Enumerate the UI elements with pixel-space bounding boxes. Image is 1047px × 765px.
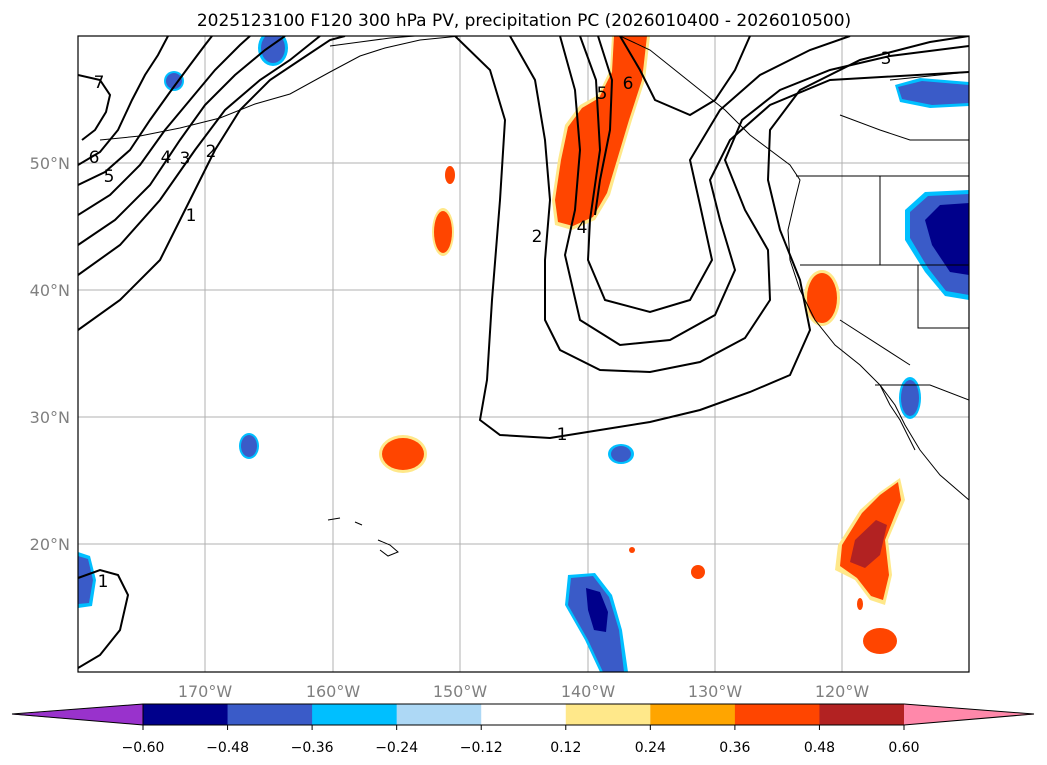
pv-label: 2 bbox=[206, 142, 217, 162]
lon-label-140w: 140°W bbox=[561, 682, 616, 701]
pv-label: 6 bbox=[89, 148, 100, 168]
colorbar-tick-label: 0.48 bbox=[804, 740, 835, 756]
pv-contour-3-west bbox=[78, 36, 286, 246]
map-panel: 7 6 5 4 3 2 1 2 5 4 6 1 3 1 bbox=[77, 35, 970, 673]
pv-contour-6-west bbox=[78, 36, 169, 166]
precip-patch-c bbox=[382, 438, 424, 470]
precip-band-south-core bbox=[850, 520, 887, 568]
lon-label-170w: 170°W bbox=[178, 682, 233, 701]
precip-neg-west bbox=[78, 556, 93, 604]
border-nevada bbox=[917, 265, 969, 329]
coast-aleutians bbox=[99, 36, 461, 141]
precip-neg-d-core bbox=[586, 588, 608, 632]
pv-label: 7 bbox=[94, 73, 105, 93]
pv-contour-7-west bbox=[78, 74, 112, 141]
precip-neg-b bbox=[241, 435, 257, 457]
lat-label-40n: 40°N bbox=[30, 281, 70, 300]
colorbar-segment bbox=[396, 704, 482, 725]
pv-label: 5 bbox=[597, 84, 608, 104]
pv-contour-6-east bbox=[619, 36, 751, 117]
precip-patch-a bbox=[434, 211, 452, 253]
colorbar-tick-label: 0.36 bbox=[719, 740, 750, 756]
longitude-labels: 170°W 160°W 150°W 140°W 130°W 120°W bbox=[178, 682, 870, 701]
lon-label-160w: 160°W bbox=[306, 682, 361, 701]
precip-patch-d bbox=[863, 628, 897, 654]
colorbar-segment bbox=[481, 704, 567, 725]
lat-label-20n: 20°N bbox=[30, 535, 70, 554]
precip-patch-e bbox=[691, 565, 705, 579]
colorbar-tick-label: 0.60 bbox=[888, 740, 919, 756]
colorbar-tick-label: −0.48 bbox=[206, 740, 249, 756]
colorbar-tick-label: −0.60 bbox=[122, 740, 165, 756]
precip-patch-b bbox=[445, 166, 455, 184]
precip-neg-baja bbox=[901, 380, 919, 416]
lat-label-30n: 30°N bbox=[30, 408, 70, 427]
precip-patch-california bbox=[807, 273, 837, 323]
colorbar-segment bbox=[565, 704, 651, 725]
pv-label: 3 bbox=[180, 149, 191, 169]
colorbar-tick-label: 0.12 bbox=[550, 740, 581, 756]
pv-label: 1 bbox=[186, 206, 197, 226]
lon-label-150w: 150°W bbox=[433, 682, 488, 701]
precip-patch-g bbox=[629, 547, 635, 553]
colorbar-segment bbox=[819, 704, 905, 725]
colorbar-segment bbox=[312, 704, 398, 725]
pv-contour-2-east bbox=[509, 36, 969, 374]
colorbar-tick-label: −0.36 bbox=[291, 740, 334, 756]
coast-west bbox=[619, 36, 969, 501]
pv-label: 6 bbox=[623, 74, 634, 94]
colorbar-ticks: −0.60 −0.48 −0.36 −0.24 −0.12 0.12 0.24 0.36 0.4… bbox=[122, 725, 920, 756]
colorbar-extend-high bbox=[904, 704, 1034, 725]
precip-neg-c bbox=[611, 446, 631, 462]
coast-alaska-south bbox=[329, 36, 416, 47]
border-us-mexico bbox=[875, 384, 969, 401]
pv-label: 5 bbox=[104, 167, 115, 187]
pv-contour-3-east bbox=[559, 36, 969, 347]
colorbar-tick-label: −0.24 bbox=[375, 740, 418, 756]
pv-contour-labels: 7 6 5 4 3 2 1 2 5 4 6 1 3 1 bbox=[89, 49, 892, 592]
pv-label: 4 bbox=[577, 218, 588, 238]
pv-contour-1-east bbox=[454, 36, 969, 440]
pv-label: 1 bbox=[557, 425, 568, 445]
lon-label-120w: 120°W bbox=[815, 682, 870, 701]
pv-label: 1 bbox=[98, 572, 109, 592]
pv-label: 4 bbox=[161, 148, 172, 168]
pv-contour-4-east bbox=[579, 36, 851, 314]
colorbar-segment bbox=[143, 704, 229, 725]
colorbar: −0.60 −0.48 −0.36 −0.24 −0.12 0.12 0.24 0.36 0.4… bbox=[11, 703, 1035, 756]
colorbar-segment bbox=[227, 704, 313, 725]
colorbar-tick-label: 0.24 bbox=[635, 740, 666, 756]
pv-contour-5-east bbox=[594, 36, 614, 216]
precip-neg-canada bbox=[898, 81, 969, 105]
colorbar-segment bbox=[734, 704, 820, 725]
pv-contours bbox=[78, 36, 969, 669]
colorbar-extend-low bbox=[12, 704, 143, 725]
lon-label-130w: 130°W bbox=[688, 682, 743, 701]
coast-hawaii bbox=[327, 517, 399, 557]
pv-contour-5-west bbox=[78, 36, 213, 186]
colorbar-segment bbox=[650, 704, 736, 725]
lat-label-50n: 50°N bbox=[30, 154, 70, 173]
map-background bbox=[78, 36, 969, 672]
coast-baja bbox=[879, 384, 916, 451]
precip-neg-northwest-core bbox=[925, 203, 969, 275]
colorbar-tick-label: −0.12 bbox=[460, 740, 503, 756]
pv-contour-4-west bbox=[78, 36, 251, 216]
precip-neg-a bbox=[166, 73, 182, 89]
pv-contour-2-west bbox=[78, 36, 321, 276]
border-canada-north bbox=[839, 114, 969, 141]
map-frame bbox=[77, 35, 970, 673]
pv-label: 2 bbox=[532, 227, 543, 247]
figure-title: 2025123100 F120 300 hPa PV, precipitatio… bbox=[197, 11, 851, 31]
pv-contour-1-south bbox=[78, 568, 130, 669]
border-ca-nv bbox=[839, 319, 911, 366]
precip-negative bbox=[78, 36, 969, 672]
pv-contour-1-west bbox=[78, 36, 346, 331]
pv-label: 3 bbox=[881, 49, 892, 69]
colorbar-segments bbox=[12, 704, 1034, 725]
latitude-labels: 50°N 40°N 30°N 20°N bbox=[30, 154, 70, 554]
precip-neg-alaska bbox=[261, 36, 285, 63]
precip-patch-f bbox=[857, 598, 863, 610]
